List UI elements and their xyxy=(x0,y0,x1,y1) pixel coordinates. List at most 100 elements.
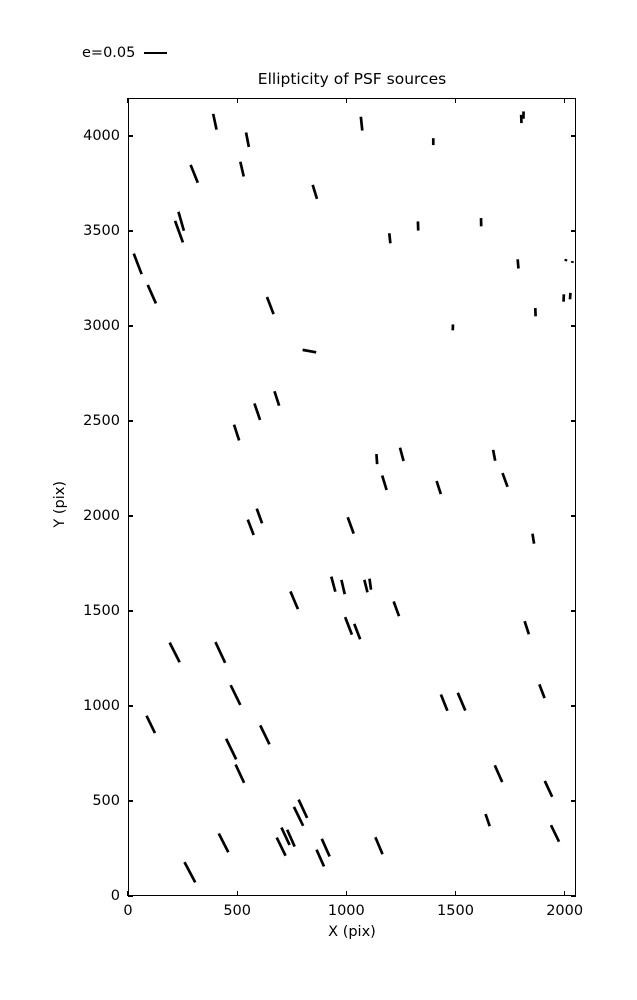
whisker-segment xyxy=(435,480,443,495)
whisker-segment xyxy=(183,861,197,884)
x-axis-tick xyxy=(563,98,566,103)
whisker-segment xyxy=(543,780,554,798)
whisker-segment xyxy=(387,233,392,244)
whisker-segment xyxy=(146,284,158,304)
y-axis-tick xyxy=(128,420,133,422)
whisker-segment xyxy=(234,763,246,784)
whisker-segment xyxy=(439,694,449,712)
x-axis-tick xyxy=(563,891,566,896)
y-axis-tick xyxy=(571,135,576,137)
whisker-segment xyxy=(363,579,369,593)
x-axis-tick-label: 1500 xyxy=(437,903,474,919)
whisker-segment xyxy=(244,132,251,148)
whisker-segment xyxy=(501,472,509,488)
y-axis-tick-label: 1000 xyxy=(83,697,120,714)
y-axis-tick xyxy=(571,610,576,612)
x-axis-tick xyxy=(454,98,457,103)
whisker-segment xyxy=(173,220,185,243)
whisker-segment xyxy=(232,424,241,441)
whisker-segment xyxy=(302,348,317,354)
whisker-segment xyxy=(253,403,262,421)
whisker-segment xyxy=(368,578,373,590)
x-axis-tick-label: 500 xyxy=(223,903,251,919)
y-axis-tick xyxy=(128,515,133,517)
whisker-segment xyxy=(538,683,546,699)
whisker-segment xyxy=(346,516,355,535)
whisker-segment xyxy=(224,738,238,760)
whisker-segment xyxy=(265,296,275,315)
whisker-segment xyxy=(484,813,491,827)
whisker-segment xyxy=(315,849,326,867)
plot-area xyxy=(128,98,576,896)
whisker-segment xyxy=(353,623,362,640)
y-axis-tick-label: 1500 xyxy=(83,602,120,619)
whisker-segment xyxy=(168,641,181,663)
whisker-segment xyxy=(491,449,497,461)
whisker-segment xyxy=(375,453,379,465)
whisker-segment xyxy=(329,576,337,593)
y-axis-tick xyxy=(571,800,576,802)
whisker-segment xyxy=(275,837,287,857)
y-axis-tick-label: 500 xyxy=(92,792,120,809)
x-axis-tick xyxy=(236,98,238,103)
whisker-segment xyxy=(311,184,319,200)
page-title: Ellipticity of PSF sources xyxy=(257,70,447,88)
x-axis-tick-label: 2000 xyxy=(546,903,584,919)
whisker-segment xyxy=(246,519,255,536)
whisker-segment xyxy=(359,116,364,131)
whisker-segment xyxy=(229,684,242,706)
whisker-layer xyxy=(132,111,574,884)
x-axis-tick xyxy=(127,98,129,103)
x-axis-tick xyxy=(345,98,347,103)
x-axis-tick xyxy=(236,891,238,896)
ellipticity-legend: e=0.05 xyxy=(82,45,168,61)
y-axis-tick xyxy=(571,705,576,707)
whisker-segment xyxy=(456,692,467,712)
y-axis-tick xyxy=(128,325,133,327)
whisker-segment xyxy=(239,161,246,177)
whisker-segment xyxy=(145,715,157,734)
y-axis-label: Y (pix) xyxy=(51,480,68,528)
whisker-segment xyxy=(297,799,309,819)
y-axis-tick xyxy=(128,800,133,802)
whisker-segment xyxy=(211,113,218,130)
y-axis-tick xyxy=(128,895,133,897)
whisker-segment xyxy=(392,601,401,617)
ellipticity-scale-bar-icon xyxy=(144,52,168,55)
y-axis-tick xyxy=(571,230,576,232)
x-axis-tick xyxy=(454,891,457,896)
whisker-segment xyxy=(189,164,200,184)
x-axis-tick-label: 1000 xyxy=(327,903,365,919)
whisker-segment xyxy=(177,211,186,232)
y-axis-tick-label: 2500 xyxy=(83,412,120,429)
legend-label: e=0.05 xyxy=(82,45,136,61)
x-axis-tick xyxy=(127,891,129,896)
whisker-segment xyxy=(289,590,300,610)
whisker-segment xyxy=(132,253,143,275)
whisker-segment xyxy=(255,508,264,524)
y-axis-tick xyxy=(128,230,133,232)
whisker-segment xyxy=(549,824,561,843)
y-axis-tick-label: 3500 xyxy=(83,222,120,239)
whisker-segment xyxy=(531,533,536,544)
y-axis-tick xyxy=(571,515,576,517)
whisker-segment xyxy=(516,259,520,269)
whisker-segment xyxy=(217,832,230,853)
whisker-segment xyxy=(273,390,281,407)
y-axis-tick xyxy=(571,420,576,422)
whisker-segment xyxy=(285,829,296,848)
whisker-segment xyxy=(259,724,271,745)
whisker-segment xyxy=(398,447,405,462)
whisker-segment xyxy=(380,475,388,491)
y-axis-tick-label: 4000 xyxy=(83,127,120,144)
y-axis-tick xyxy=(128,135,133,137)
whisker-segment xyxy=(343,616,354,636)
y-axis-tick xyxy=(571,895,576,897)
y-axis-tick xyxy=(128,610,133,612)
x-axis-tick xyxy=(345,891,347,896)
x-axis-label: X (pix) xyxy=(328,924,376,940)
whisker-segment xyxy=(523,620,531,635)
whisker-segment xyxy=(340,579,347,595)
y-axis-tick xyxy=(571,325,576,327)
